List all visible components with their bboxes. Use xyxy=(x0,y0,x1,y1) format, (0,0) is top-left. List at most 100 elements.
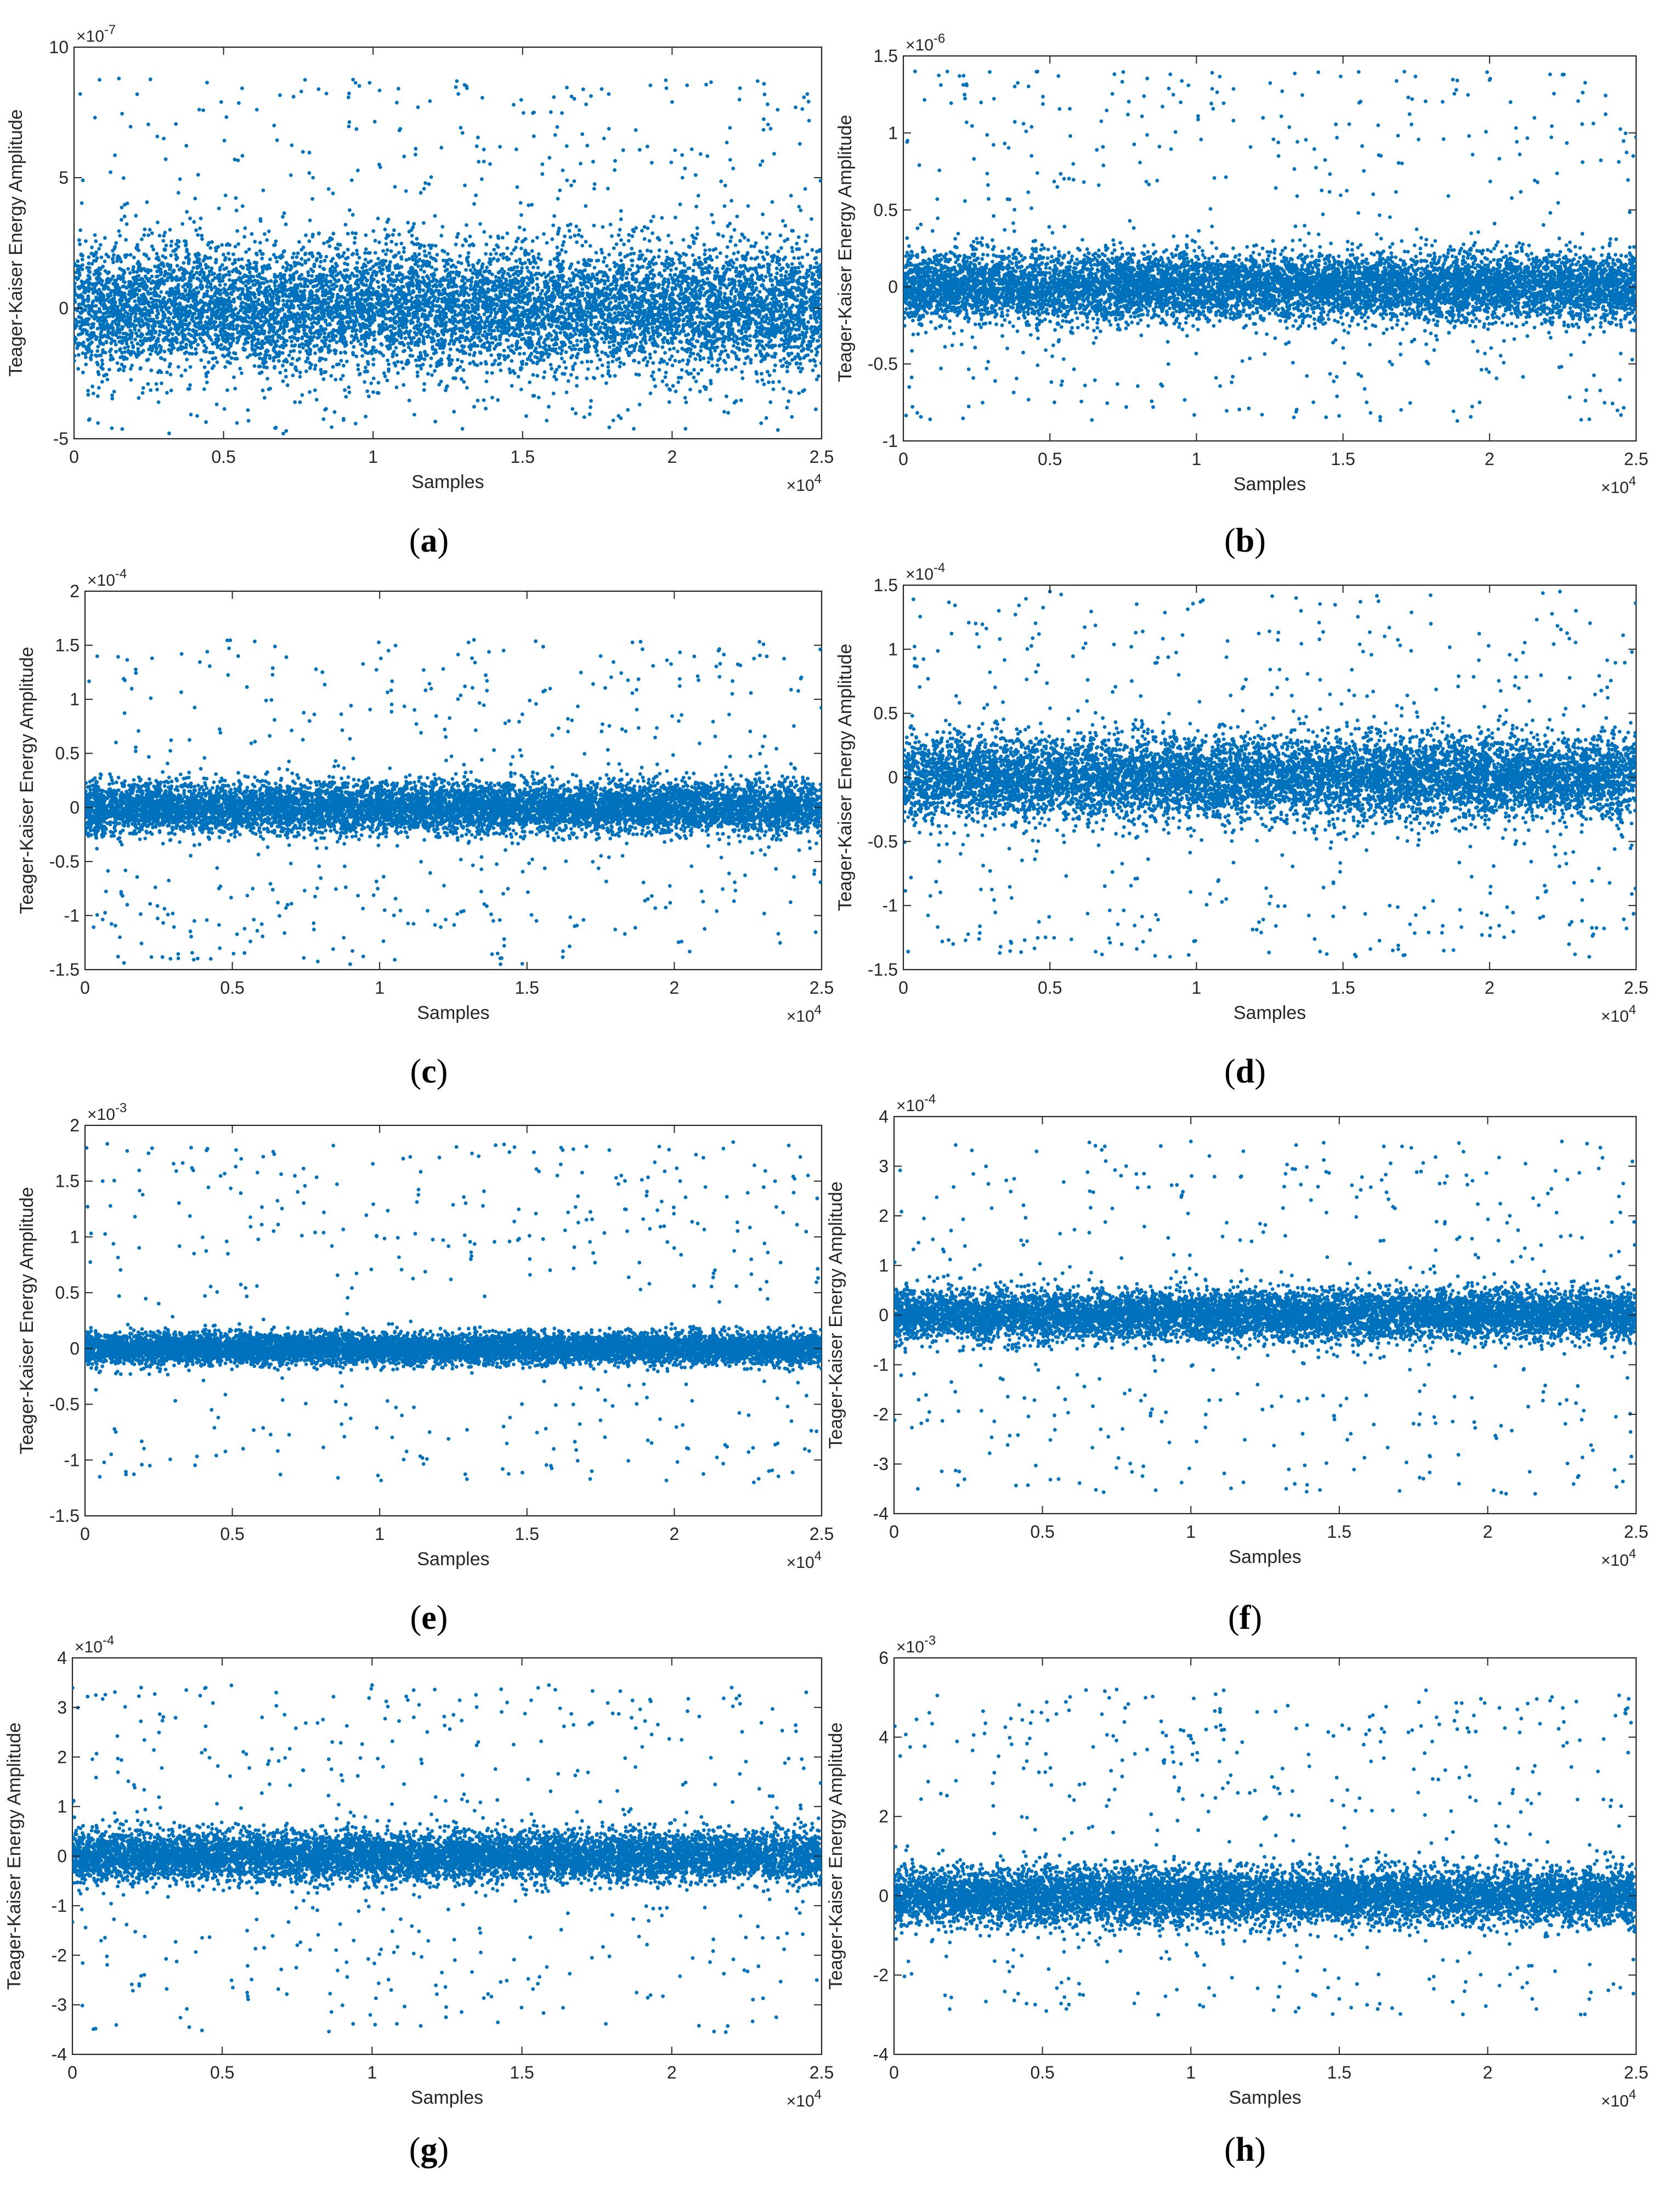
chart-panel-b: 0 0.5 1 1.5 2 2.5-1-0.500.511.5×10-6×104Sampl… xyxy=(835,31,1648,559)
y-tick-label: 0.5 xyxy=(55,744,80,763)
y-tick-label: 0 xyxy=(888,277,898,297)
y-tick-label: 0.5 xyxy=(874,704,898,723)
y-tick-label: -1.5 xyxy=(49,1506,80,1526)
outlier-point xyxy=(184,1688,188,1692)
y-exponent-label: ×10-7 xyxy=(76,22,116,46)
y-tick-label: 4 xyxy=(57,1648,67,1668)
y-tick-label: 1.5 xyxy=(55,1171,80,1191)
outlier-point xyxy=(1189,1140,1193,1143)
y-exponent-label: ×10-4 xyxy=(896,1092,936,1115)
y-tick-label: -4 xyxy=(873,1504,889,1524)
y-tick-label: 1 xyxy=(57,1797,67,1816)
outlier-point xyxy=(1156,2013,1160,2017)
outlier-point xyxy=(619,1174,623,1177)
x-axis-label: Samples xyxy=(411,2087,483,2108)
x-tick-label: 0 xyxy=(80,1524,90,1544)
y-tick-label: 0 xyxy=(879,1305,889,1325)
y-tick-label: -2 xyxy=(873,1965,889,1985)
y-tick-label: 0 xyxy=(57,1847,67,1866)
outlier-point xyxy=(162,137,166,140)
outlier-point xyxy=(98,1475,102,1479)
outlier-point xyxy=(370,1683,374,1687)
x-tick-label: 2.5 xyxy=(810,1524,834,1544)
outlier-point xyxy=(1277,154,1281,158)
y-tick-label: 0.5 xyxy=(55,1283,80,1302)
x-tick-label: 1 xyxy=(368,447,378,467)
y-exponent-label: ×10-6 xyxy=(906,31,945,54)
x-tick-label: 2 xyxy=(1483,1522,1493,1542)
x-tick-label: 2 xyxy=(670,978,680,998)
outlier-point xyxy=(299,90,303,94)
outlier-point xyxy=(1534,1492,1537,1496)
panel-label: (c) xyxy=(410,1053,448,1090)
y-tick-label: -0.5 xyxy=(49,1395,80,1414)
y-tick-label: -2 xyxy=(873,1405,889,1424)
x-tick-label: 0.5 xyxy=(220,1524,244,1544)
x-tick-label: 2.5 xyxy=(1624,978,1648,998)
outlier-point xyxy=(281,432,285,435)
x-tick-label: 0 xyxy=(80,978,90,998)
outlier-point xyxy=(547,1683,551,1687)
y-tick-label: 5 xyxy=(59,168,69,188)
x-exponent-label: ×104 xyxy=(1601,2087,1636,2110)
outlier-point xyxy=(731,1140,735,1144)
x-axis-label: Samples xyxy=(1229,1547,1301,1567)
outlier-point xyxy=(1515,1708,1519,1712)
outlier-point xyxy=(1083,384,1087,388)
x-tick-label: 2.5 xyxy=(810,447,834,467)
x-tick-label: 1 xyxy=(367,2063,377,2082)
x-tick-label: 1 xyxy=(375,978,384,998)
x-tick-label: 1.5 xyxy=(510,2063,534,2082)
outlier-point xyxy=(1159,1719,1163,1723)
y-tick-label: -5 xyxy=(53,429,69,449)
panel-label: (d) xyxy=(1224,1053,1266,1090)
y-tick-label: 0 xyxy=(879,1886,889,1906)
y-tick-label: -1.5 xyxy=(49,960,80,979)
x-tick-label: 1 xyxy=(1192,978,1202,998)
outlier-point xyxy=(188,2025,191,2029)
x-tick-label: 0.5 xyxy=(210,2063,234,2082)
outlier-point xyxy=(387,649,391,653)
outlier-point xyxy=(1294,596,1298,600)
x-tick-label: 1 xyxy=(1192,449,1202,469)
x-tick-label: 0 xyxy=(898,978,908,998)
outlier-point xyxy=(724,2030,728,2034)
outlier-point xyxy=(916,1487,920,1491)
y-tick-label: 1 xyxy=(70,689,80,709)
outlier-point xyxy=(1103,1145,1107,1148)
outlier-point xyxy=(168,957,172,961)
outlier-point xyxy=(913,70,917,73)
outlier-point xyxy=(93,116,97,120)
outlier-point xyxy=(499,962,502,966)
x-tick-label: 1 xyxy=(375,1524,384,1544)
y-tick-label: -1.5 xyxy=(868,960,898,979)
outlier-point xyxy=(951,942,955,946)
panel-label: (g) xyxy=(409,2131,449,2168)
y-tick-label: -2 xyxy=(52,1945,67,1965)
outlier-point xyxy=(274,1691,278,1695)
y-exponent-label: ×10-4 xyxy=(906,560,945,584)
y-tick-label: 1 xyxy=(879,1256,889,1276)
outlier-point xyxy=(239,1157,243,1161)
y-tick-label: 1.5 xyxy=(874,575,898,595)
outlier-point xyxy=(1034,1149,1038,1153)
outlier-point xyxy=(730,1686,734,1690)
outlier-point xyxy=(1376,123,1380,127)
outlier-point xyxy=(678,1179,682,1183)
y-tick-label: 2 xyxy=(879,1806,889,1826)
y-axis-label: Teager-Kaiser Energy Amplitude xyxy=(16,647,37,914)
outlier-point xyxy=(1115,1687,1119,1691)
outlier-point xyxy=(236,654,240,658)
y-tick-label: 1.5 xyxy=(55,636,80,655)
outlier-point xyxy=(1391,949,1395,953)
x-axis-label: Samples xyxy=(417,1003,489,1023)
y-exponent-label: ×10-4 xyxy=(87,567,127,590)
y-tick-label: -3 xyxy=(52,1995,67,2015)
outlier-point xyxy=(1168,955,1172,959)
outlier-point xyxy=(1560,1140,1564,1143)
x-tick-label: 1.5 xyxy=(1331,449,1355,469)
outlier-point xyxy=(1631,154,1635,158)
y-tick-label: 1.5 xyxy=(874,46,898,66)
x-tick-label: 0 xyxy=(889,2063,899,2082)
x-tick-label: 2 xyxy=(668,447,677,467)
